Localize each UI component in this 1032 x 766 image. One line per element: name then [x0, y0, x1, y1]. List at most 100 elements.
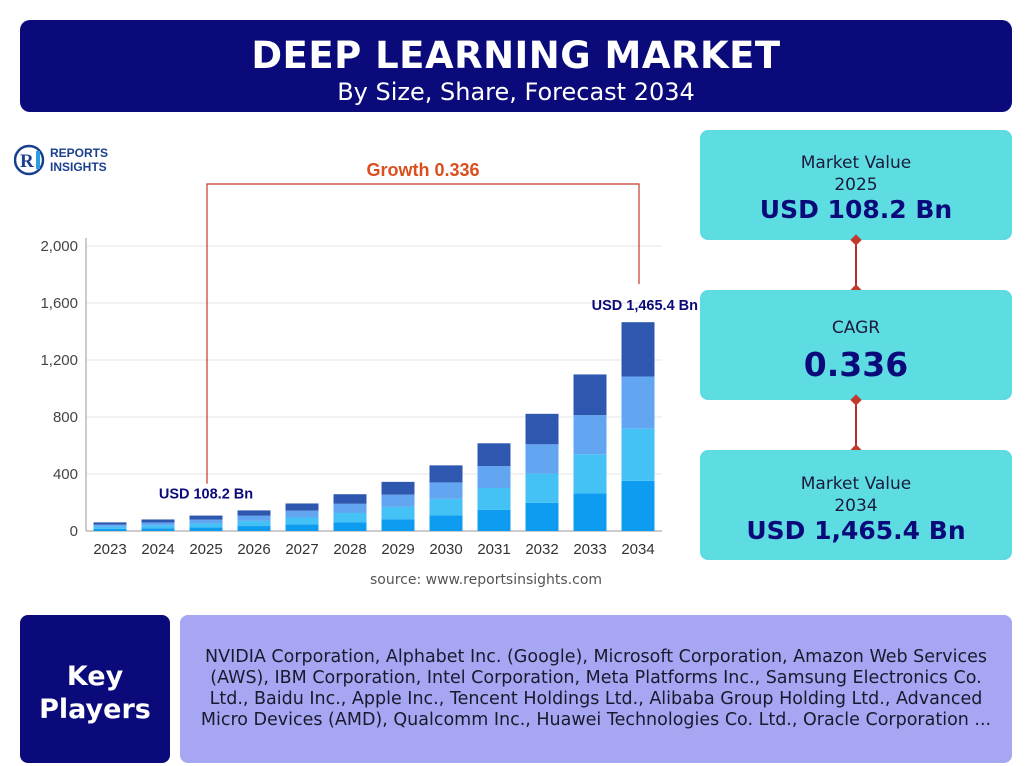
x-tick-label: 2033 — [573, 541, 606, 558]
bar-segment — [189, 519, 223, 524]
card-market-value-2034: Market Value 2034 USD 1,465.4 Bn — [700, 450, 1012, 560]
growth-label: Growth 0.336 — [366, 160, 479, 180]
x-tick-label: 2024 — [141, 541, 174, 558]
svg-text:R: R — [20, 151, 34, 172]
bar-segment — [93, 522, 127, 525]
card-label: Market Value — [800, 474, 912, 494]
x-tick-label: 2023 — [93, 541, 126, 558]
bar-segment — [333, 522, 367, 531]
key-players-label-line-1: Key — [66, 661, 124, 692]
card-label: Market Value — [800, 153, 912, 173]
y-tick-label: 1,600 — [40, 295, 78, 312]
key-players-label-line-2: Players — [39, 694, 151, 725]
x-tick-label: 2031 — [477, 541, 510, 558]
card-year: 2034 — [834, 496, 878, 516]
bar-segment — [621, 480, 655, 531]
logo-line-2: INSIGHTS — [50, 160, 107, 174]
logo-text: REPORTS INSIGHTS — [50, 146, 108, 174]
key-players-label-box: Key Players — [20, 615, 170, 763]
bar-segment — [573, 374, 607, 416]
bar-segment — [93, 528, 127, 531]
bar-segment — [429, 482, 463, 499]
card-value: 0.336 — [803, 345, 909, 384]
end-value-label: USD 1,465.4 Bn — [592, 298, 698, 314]
card-market-value-2025: Market Value 2025 USD 108.2 Bn — [700, 130, 1012, 240]
bar-segment — [237, 510, 271, 516]
key-players-label: Key Players — [20, 660, 170, 726]
x-tick-label: 2034 — [621, 541, 654, 558]
bar-segment — [333, 494, 367, 504]
x-tick-label: 2027 — [285, 541, 318, 558]
bar-segment — [381, 494, 415, 507]
x-tick-label: 2025 — [189, 541, 222, 558]
bar-segment — [333, 512, 367, 523]
bar-segment — [333, 503, 367, 513]
source-note: source: www.reportsinsights.com — [370, 572, 603, 588]
y-tick-label: 800 — [53, 409, 78, 426]
bar-segment — [621, 322, 655, 377]
logo-line-1: REPORTS — [50, 146, 109, 160]
bar-segment — [429, 498, 463, 516]
bar-segment — [237, 526, 271, 531]
bar-segment — [237, 520, 271, 527]
y-tick-label: 0 — [70, 523, 78, 540]
bar-segment — [93, 526, 127, 529]
bar-segment — [285, 517, 319, 525]
bar-segment — [477, 443, 511, 467]
bar-segment — [525, 502, 559, 531]
key-players-list-box: NVIDIA Corporation, Alphabet Inc. (Googl… — [180, 615, 1012, 763]
card-value: USD 1,465.4 Bn — [746, 516, 966, 545]
x-tick-label: 2032 — [525, 541, 558, 558]
connector-line — [855, 240, 857, 290]
bar-segment — [429, 465, 463, 483]
bar-segment — [141, 525, 175, 529]
growth-bracket — [206, 183, 640, 484]
card-year: 2025 — [834, 175, 878, 195]
bar-segment — [237, 515, 271, 521]
bar-segment — [93, 524, 127, 527]
bar-segment — [285, 510, 319, 518]
bar-segment — [429, 515, 463, 531]
bar-segment — [573, 415, 607, 455]
x-tick-label: 2029 — [381, 541, 414, 558]
bar-segment — [621, 376, 655, 429]
bar-segment — [477, 509, 511, 531]
reports-insights-logo: R REPORTS INSIGHTS — [13, 143, 124, 177]
bar-segment — [381, 506, 415, 520]
x-tick-label: 2030 — [429, 541, 462, 558]
logo-mark-icon: R — [13, 144, 45, 176]
bar-segment — [621, 428, 655, 481]
bar-segment — [477, 488, 511, 510]
start-value-label: USD 108.2 Bn — [159, 487, 253, 503]
bar-segment — [285, 503, 319, 511]
bar-segment — [285, 524, 319, 531]
bar-segment — [381, 481, 415, 495]
bar-segment — [141, 522, 175, 526]
y-tick-label: 1,200 — [40, 352, 78, 369]
bar-segment — [477, 466, 511, 489]
bar-segment — [573, 493, 607, 531]
card-value: USD 108.2 Bn — [759, 195, 953, 224]
title-banner: DEEP LEARNING MARKET By Size, Share, For… — [20, 20, 1012, 112]
x-tick-label: 2028 — [333, 541, 366, 558]
key-players-list: NVIDIA Corporation, Alphabet Inc. (Googl… — [200, 647, 992, 730]
y-tick-label: 2,000 — [40, 238, 78, 255]
card-label: CAGR — [831, 318, 881, 338]
bar-segment — [381, 519, 415, 531]
bar-segment — [141, 519, 175, 523]
card-cagr: CAGR 0.336 — [700, 290, 1012, 400]
bar-segment — [525, 473, 559, 503]
bar-segment — [525, 413, 559, 445]
page-subtitle: By Size, Share, Forecast 2034 — [337, 78, 695, 106]
market-size-bar-chart: 0 400 800 1,200 1,600 2,000 2023 2024 2025 2026 20… — [40, 160, 698, 558]
bar-segment — [189, 515, 223, 520]
x-tick-label: 2026 — [237, 541, 270, 558]
bar-segment — [141, 528, 175, 531]
page-title: DEEP LEARNING MARKET — [251, 34, 781, 77]
bar-segment — [573, 454, 607, 494]
bar-segment — [189, 523, 223, 528]
bar-segment — [525, 444, 559, 474]
connector-line — [855, 400, 857, 450]
y-tick-label: 400 — [53, 466, 78, 483]
bar-segment — [189, 527, 223, 531]
